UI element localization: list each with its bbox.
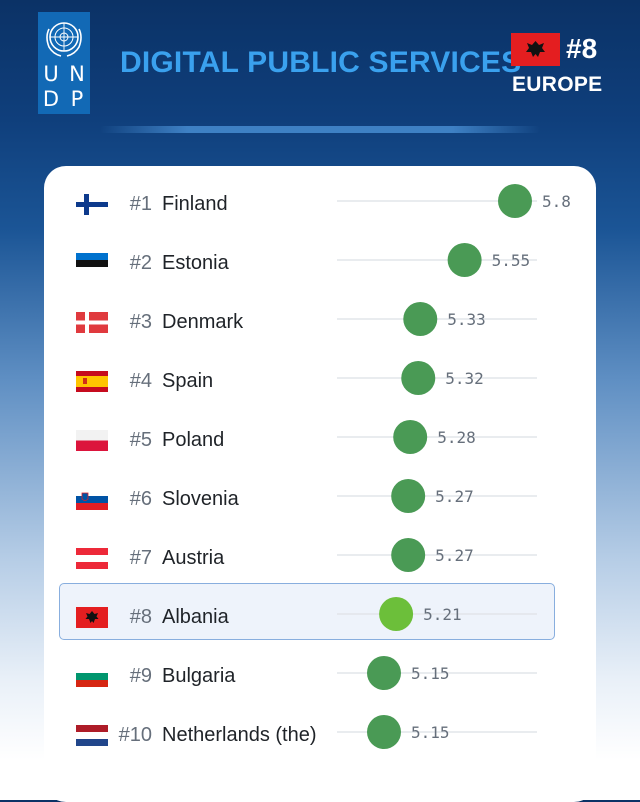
value-label: 5.15 — [411, 723, 450, 742]
value-dot — [367, 715, 401, 749]
flag-netherlands-icon — [76, 725, 108, 746]
value-label: 5.32 — [445, 369, 484, 388]
country-name: Finland — [162, 193, 228, 215]
ranking-row: #10 Netherlands (the) — [44, 702, 596, 761]
header-rank: #8 — [566, 33, 598, 64]
ranking-row: #7 Austria — [44, 525, 596, 584]
flag-albania-icon — [76, 607, 108, 628]
logo-letter: P — [70, 87, 84, 111]
ranking-row: #4 Spain — [44, 348, 596, 407]
logo-letter: N — [69, 62, 85, 86]
ranking-card: #1 Finland #2 Estonia #3 Denmark #4 Spai… — [44, 166, 596, 802]
value-dot — [498, 184, 532, 218]
country-name: Denmark — [162, 311, 244, 333]
value-label: 5.21 — [423, 605, 462, 624]
value-label: 5.27 — [435, 487, 474, 506]
value-dot — [367, 656, 401, 690]
flag-albania-icon — [511, 33, 560, 66]
country-name: Austria — [162, 547, 225, 569]
rank-label: #7 — [129, 547, 152, 569]
country-name: Poland — [162, 429, 225, 451]
header-region: EUROPE — [512, 73, 603, 96]
flag-estonia-icon — [76, 253, 108, 274]
ranking-row: #6 Slovenia — [44, 466, 596, 525]
value-dot — [403, 302, 438, 336]
value-dot — [379, 597, 414, 631]
value-dot — [401, 361, 436, 395]
value-label: 5.27 — [435, 546, 474, 565]
logo-letter: U — [43, 62, 59, 86]
country-name: Estonia — [162, 252, 229, 274]
country-name: Netherlands (the) — [162, 724, 317, 746]
dot-chart: 5.8 5.55 5.33 5.32 5.28 5.27 5.27 5.21 5.15 5.15 — [337, 184, 571, 749]
value-dot — [447, 243, 482, 277]
flag-finland-icon — [76, 194, 108, 215]
value-label: 5.55 — [492, 251, 531, 270]
country-name: Bulgaria — [162, 665, 236, 687]
page-title: DIGITAL PUBLIC SERVICES — [120, 46, 522, 79]
country-name: Slovenia — [162, 488, 239, 510]
flag-spain-icon — [76, 371, 108, 392]
undp-logo: U N D P — [38, 12, 90, 114]
flag-austria-icon — [76, 548, 108, 569]
flag-bulgaria-icon — [76, 666, 108, 687]
country-name: Albania — [162, 606, 229, 628]
value-label: 5.15 — [411, 664, 450, 683]
logo-letter: D — [42, 87, 60, 111]
value-dot — [391, 538, 426, 572]
rank-label: #6 — [129, 488, 152, 510]
flag-denmark-icon — [76, 312, 108, 333]
ranking-row: #9 Bulgaria — [44, 643, 596, 702]
ranking-row: #3 Denmark — [44, 289, 596, 348]
rank-label: #1 — [129, 193, 152, 215]
un-emblem-icon — [46, 22, 82, 57]
rank-label: #2 — [129, 252, 152, 274]
flag-slovenia-icon — [76, 489, 108, 510]
value-label: 5.28 — [437, 428, 476, 447]
value-label: 5.33 — [447, 310, 486, 329]
rank-label: #10 — [118, 724, 152, 746]
ranking-row: #5 Poland — [44, 407, 596, 466]
ranking-row: #1 Finland — [44, 171, 596, 230]
value-dot — [391, 479, 426, 513]
rank-label: #4 — [129, 370, 152, 392]
rank-label: #3 — [129, 311, 152, 333]
flag-poland-icon — [76, 430, 108, 451]
country-name: Spain — [162, 370, 214, 392]
ranking-row: #2 Estonia — [44, 230, 596, 289]
value-label: 5.8 — [542, 192, 571, 211]
rank-label: #8 — [129, 606, 152, 628]
header-divider — [100, 126, 540, 133]
ranking-row-highlighted: #8 Albania — [44, 584, 596, 643]
highlight-row-background — [59, 583, 555, 640]
value-dot — [393, 420, 428, 454]
rank-label: #9 — [129, 665, 152, 687]
rank-label: #5 — [129, 429, 152, 451]
